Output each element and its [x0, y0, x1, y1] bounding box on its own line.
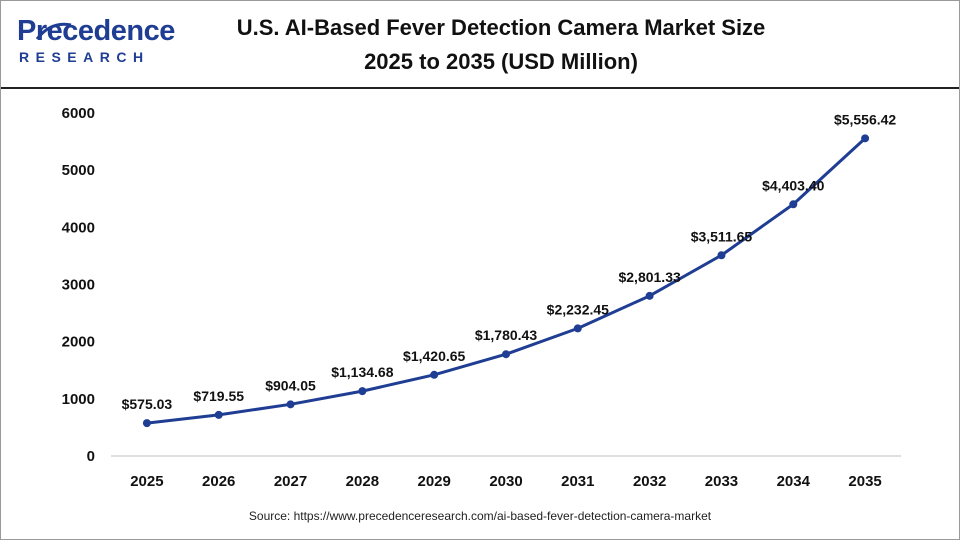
x-tick-label: 2027	[274, 473, 307, 490]
data-label: $719.55	[193, 388, 244, 404]
data-point	[861, 134, 870, 143]
data-point	[789, 200, 798, 209]
x-tick-label: 2025	[130, 473, 163, 490]
data-point	[286, 400, 295, 409]
x-tick-label: 2030	[489, 473, 522, 490]
data-point	[645, 291, 654, 300]
data-label: $2,232.45	[547, 301, 609, 317]
y-axis: 0 1000 2000 3000 4000 5000 6000	[62, 105, 95, 465]
data-label: $4,403.40	[762, 177, 824, 193]
data-point	[573, 324, 582, 333]
y-tick-label: 1000	[62, 391, 95, 408]
data-label: $575.03	[122, 396, 173, 412]
x-tick-label: 2026	[202, 473, 235, 490]
y-tick-label: 5000	[62, 162, 95, 179]
data-label: $3,511.65	[691, 228, 753, 244]
source-note: Source: https://www.precedenceresearch.c…	[248, 509, 712, 523]
series-group	[142, 134, 870, 428]
x-tick-label: 2028	[346, 473, 379, 490]
series-line	[146, 137, 867, 425]
x-tick-label: 2032	[633, 473, 666, 490]
x-tick-label: 2029	[417, 473, 450, 490]
x-axis: 2025 2026 2027 2028 2029 2030 2031 2032 2033 2034…	[111, 455, 901, 490]
data-label: $2,801.33	[618, 269, 680, 285]
x-tick-label: 2034	[777, 473, 811, 490]
y-tick-label: 6000	[62, 105, 95, 122]
header: Precedence RESEARCH U.S. AI-Based Fever …	[1, 1, 959, 89]
logo-subtitle: RESEARCH	[19, 49, 150, 65]
data-point	[502, 350, 510, 359]
data-point	[142, 419, 151, 428]
x-tick-label: 2035	[848, 473, 881, 490]
x-tick-label: 2033	[705, 473, 738, 490]
data-label: $1,134.68	[331, 364, 393, 380]
data-label: $904.05	[265, 377, 316, 393]
chart-title-line1: U.S. AI-Based Fever Detection Camera Mar…	[236, 15, 766, 40]
data-point	[358, 387, 367, 396]
chart-title: U.S. AI-Based Fever Detection Camera Mar…	[181, 11, 821, 79]
brand-logo: Precedence RESEARCH	[17, 15, 175, 71]
y-tick-label: 4000	[62, 219, 95, 236]
data-point	[430, 370, 439, 379]
data-label: $5,556.42	[834, 111, 896, 127]
y-tick-label: 3000	[62, 277, 95, 294]
data-label: $1,420.65	[403, 348, 465, 364]
data-point	[717, 251, 726, 260]
data-label-group: $575.03 $719.55 $904.05 $1,134.68 $1,420.65 $…	[122, 111, 897, 412]
y-tick-label: 0	[87, 448, 95, 465]
logo-swoosh-icon	[35, 22, 72, 40]
logo-wordmark: Precedence	[17, 15, 175, 47]
chart-title-line2: 2025 to 2035 (USD Million)	[364, 49, 638, 74]
data-point	[214, 410, 223, 419]
x-tick-label: 2031	[561, 473, 594, 490]
y-tick-label: 2000	[62, 334, 95, 351]
data-label: $1,780.43	[475, 327, 537, 343]
